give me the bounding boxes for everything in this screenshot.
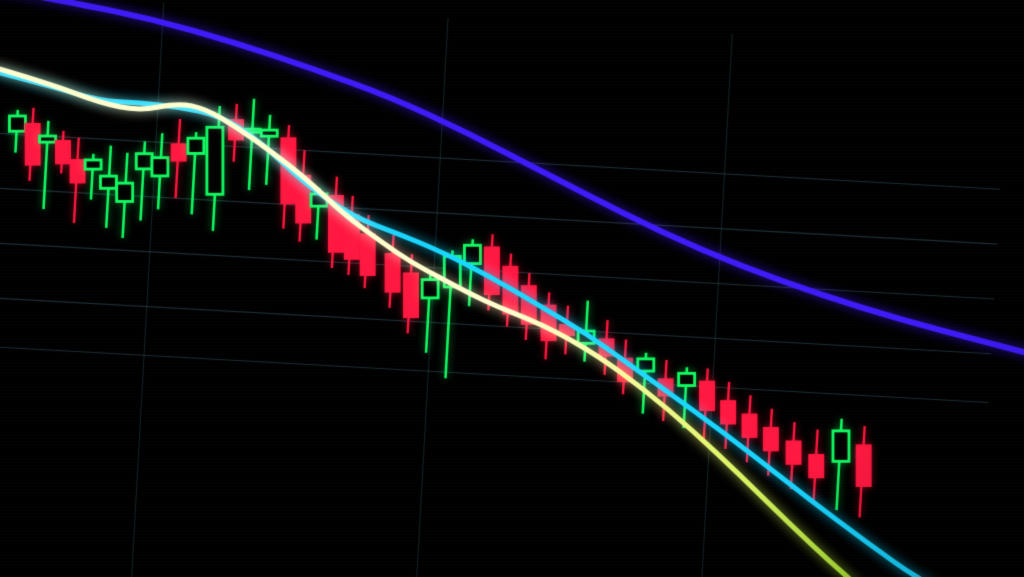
chart-screenshot [0, 0, 1024, 577]
candlestick-chart-canvas [0, 0, 1024, 577]
